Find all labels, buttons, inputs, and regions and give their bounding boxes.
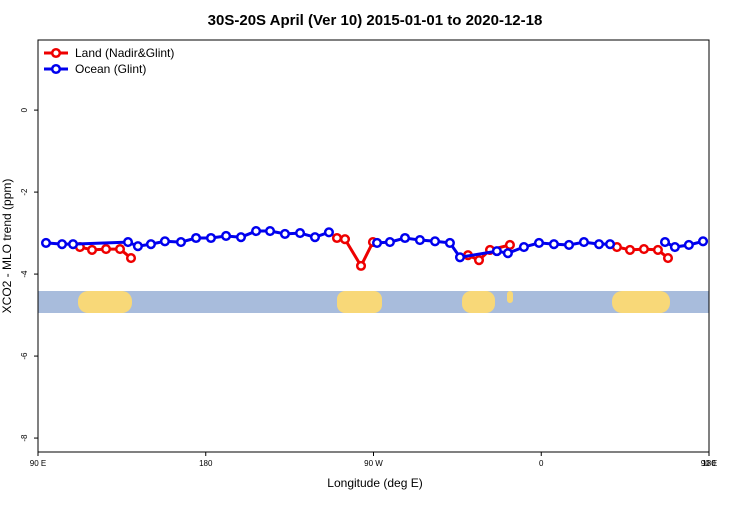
data-point <box>355 260 367 271</box>
data-point <box>444 237 455 248</box>
data-point <box>662 253 674 264</box>
data-point <box>279 228 291 239</box>
data-point <box>221 230 232 242</box>
data-point <box>652 244 663 255</box>
x-tick-label: 180 <box>702 459 716 468</box>
data-point <box>191 232 202 244</box>
chart-title: 30S-20S April (Ver 10) 2015-01-01 to 202… <box>208 12 543 29</box>
y-tick-label: -8 <box>20 434 29 442</box>
y-tick-label: -2 <box>20 188 29 196</box>
legend-marker <box>50 47 62 59</box>
map-strip <box>38 291 709 313</box>
data-point <box>371 237 383 248</box>
data-point <box>548 239 559 250</box>
data-point <box>578 237 589 248</box>
data-point <box>593 239 605 250</box>
data-point <box>125 253 137 264</box>
land-area <box>507 291 513 303</box>
data-point <box>414 235 425 246</box>
data-point <box>518 241 529 253</box>
y-tick-label: 0 <box>20 107 29 112</box>
data-point <box>56 239 68 250</box>
data-point <box>669 241 680 253</box>
data-point <box>659 237 671 248</box>
x-tick-label: 0 <box>539 459 544 468</box>
legend-label: Ocean (Glint) <box>75 62 146 76</box>
land-area <box>462 291 495 313</box>
x-tick-label: 90 E <box>30 459 46 468</box>
data-point <box>624 244 636 255</box>
data-point <box>697 236 709 247</box>
data-point <box>205 232 217 244</box>
data-point <box>399 232 411 244</box>
data-point <box>114 244 126 255</box>
data-point <box>683 239 694 251</box>
legend-marker <box>50 63 62 75</box>
data-point <box>235 232 247 243</box>
data-point <box>40 237 52 248</box>
data-point <box>87 244 98 255</box>
data-point <box>67 239 79 250</box>
data-point <box>145 239 157 250</box>
data-point <box>323 227 335 238</box>
data-point <box>533 237 545 248</box>
y-axis-label: XCO2 - MLO trend (ppm) <box>0 179 14 314</box>
data-point <box>265 225 276 237</box>
data-point <box>563 239 575 251</box>
data-point <box>295 228 306 239</box>
data-point <box>175 237 187 248</box>
data-point <box>491 246 502 257</box>
data-point <box>251 225 262 237</box>
data-point <box>339 234 351 245</box>
data-point <box>132 241 143 252</box>
data-point <box>504 239 515 251</box>
y-tick-label: -4 <box>20 270 29 278</box>
data-point <box>122 237 134 248</box>
data-point <box>604 239 616 250</box>
data-point <box>473 255 485 266</box>
x-tick-label: 180 <box>199 459 213 468</box>
data-point <box>159 236 170 247</box>
land-area <box>612 291 670 313</box>
x-axis-label: Longitude (deg E) <box>327 476 422 490</box>
data-point <box>384 237 395 248</box>
data-point <box>100 244 112 255</box>
data-point <box>454 252 466 263</box>
data-point <box>309 232 321 243</box>
data-point <box>502 248 513 259</box>
land-area <box>337 291 382 313</box>
data-point <box>638 244 650 255</box>
data-point <box>331 232 343 244</box>
legend-label: Land (Nadir&Glint) <box>75 46 174 60</box>
x-tick-label: 90 E <box>701 459 717 468</box>
y-tick-label: -6 <box>20 352 29 360</box>
x-tick-label: 90 W <box>364 459 383 468</box>
data-point <box>429 236 441 247</box>
land-area <box>78 291 132 313</box>
